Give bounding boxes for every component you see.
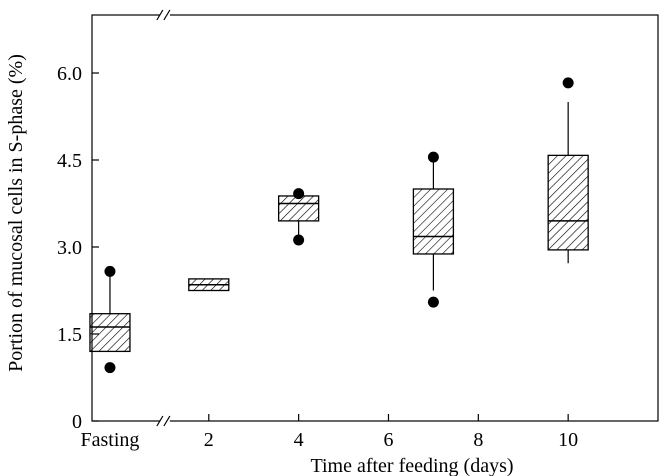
- x-tick-label: Fasting: [81, 429, 140, 451]
- box-group: [412, 151, 455, 308]
- boxes: [89, 77, 589, 374]
- y-tick-label: 1.5: [57, 324, 82, 346]
- y-axis-title: Portion of mucosal cells in S-phase (%): [5, 54, 27, 372]
- axis-break-mark: [156, 9, 164, 21]
- x-tick-label: 8: [473, 429, 483, 451]
- box: [277, 195, 320, 222]
- x-tick-label: 2: [204, 429, 214, 451]
- box: [89, 313, 131, 353]
- axis-break-mark: [156, 415, 164, 427]
- plot-frame: [91, 14, 659, 422]
- outlier-point: [104, 265, 116, 277]
- outlier-point: [427, 151, 439, 163]
- x-tick-label: 4: [294, 429, 304, 451]
- box-group: [277, 188, 320, 246]
- y-tick-label: 3.0: [57, 237, 82, 259]
- y-tick-label: 6.0: [57, 63, 82, 85]
- outlier-point: [293, 234, 305, 246]
- box-group: [89, 265, 131, 374]
- box-group: [547, 77, 589, 264]
- axis-break-gap: [159, 10, 170, 20]
- outlier-point: [562, 77, 574, 89]
- box: [412, 188, 455, 255]
- y-tick-label: 4.5: [57, 150, 82, 172]
- x-axis-title: Time after feeding (days): [310, 455, 513, 476]
- outlier-point: [427, 296, 439, 308]
- outlier-point: [104, 362, 116, 374]
- axis-break-mark: [163, 9, 171, 21]
- box: [547, 154, 589, 251]
- axis-break-gap: [159, 416, 170, 426]
- box-group: [188, 278, 230, 292]
- axis-break-mark: [163, 415, 171, 427]
- outlier-point: [293, 188, 305, 200]
- x-tick-label: 6: [383, 429, 393, 451]
- x-tick-label: 10: [558, 429, 578, 451]
- y-tick-label: 0: [72, 411, 82, 433]
- axes: 0 1.5 3.0 4.5 6.0 Fasting 2 4 6 8 10: [57, 9, 659, 451]
